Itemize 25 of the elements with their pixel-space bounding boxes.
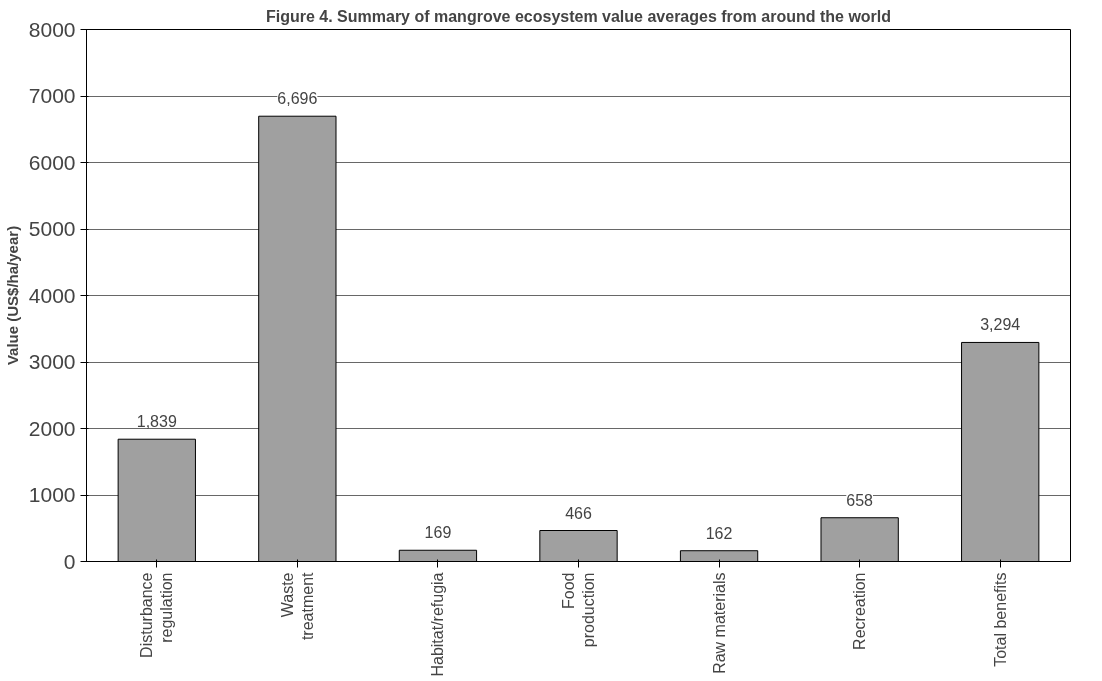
y-tick-label: 4000 — [28, 283, 76, 307]
x-tick-label: Recreation — [851, 572, 869, 650]
y-axis-title: Value (US$/ha/year) — [3, 225, 21, 366]
x-tick-label: Habitat/refugia — [429, 572, 447, 677]
y-tick-label: 2000 — [28, 416, 76, 440]
x-tick-label: Disturbance regulation — [138, 572, 176, 658]
y-tick-label: 1000 — [28, 483, 76, 506]
data-label: 466 — [565, 504, 592, 522]
y-tick-label: 6000 — [28, 150, 76, 174]
x-tick-label: Food production — [559, 572, 598, 648]
y-tick-label: 7000 — [28, 84, 76, 107]
chart-title: Figure 4. Summary of mangrove ecosystem value averages from around the world — [265, 7, 892, 25]
x-tick-label: Total benefits — [991, 572, 1009, 667]
data-label: 169 — [424, 524, 452, 542]
y-tick-label: 3000 — [28, 350, 76, 373]
x-tick-label: Waste treatment — [278, 571, 317, 641]
data-label: 162 — [705, 524, 733, 542]
data-label: 3,294 — [980, 316, 1021, 334]
data-label: 6,696 — [277, 90, 318, 108]
x-tick-label: Raw materials — [710, 572, 728, 674]
y-tick-label: 0 — [63, 549, 76, 573]
data-label: 1,839 — [136, 413, 177, 431]
y-tick-label: 5000 — [28, 217, 76, 240]
y-tick-label: 8000 — [28, 17, 76, 41]
data-label: 658 — [846, 491, 874, 509]
